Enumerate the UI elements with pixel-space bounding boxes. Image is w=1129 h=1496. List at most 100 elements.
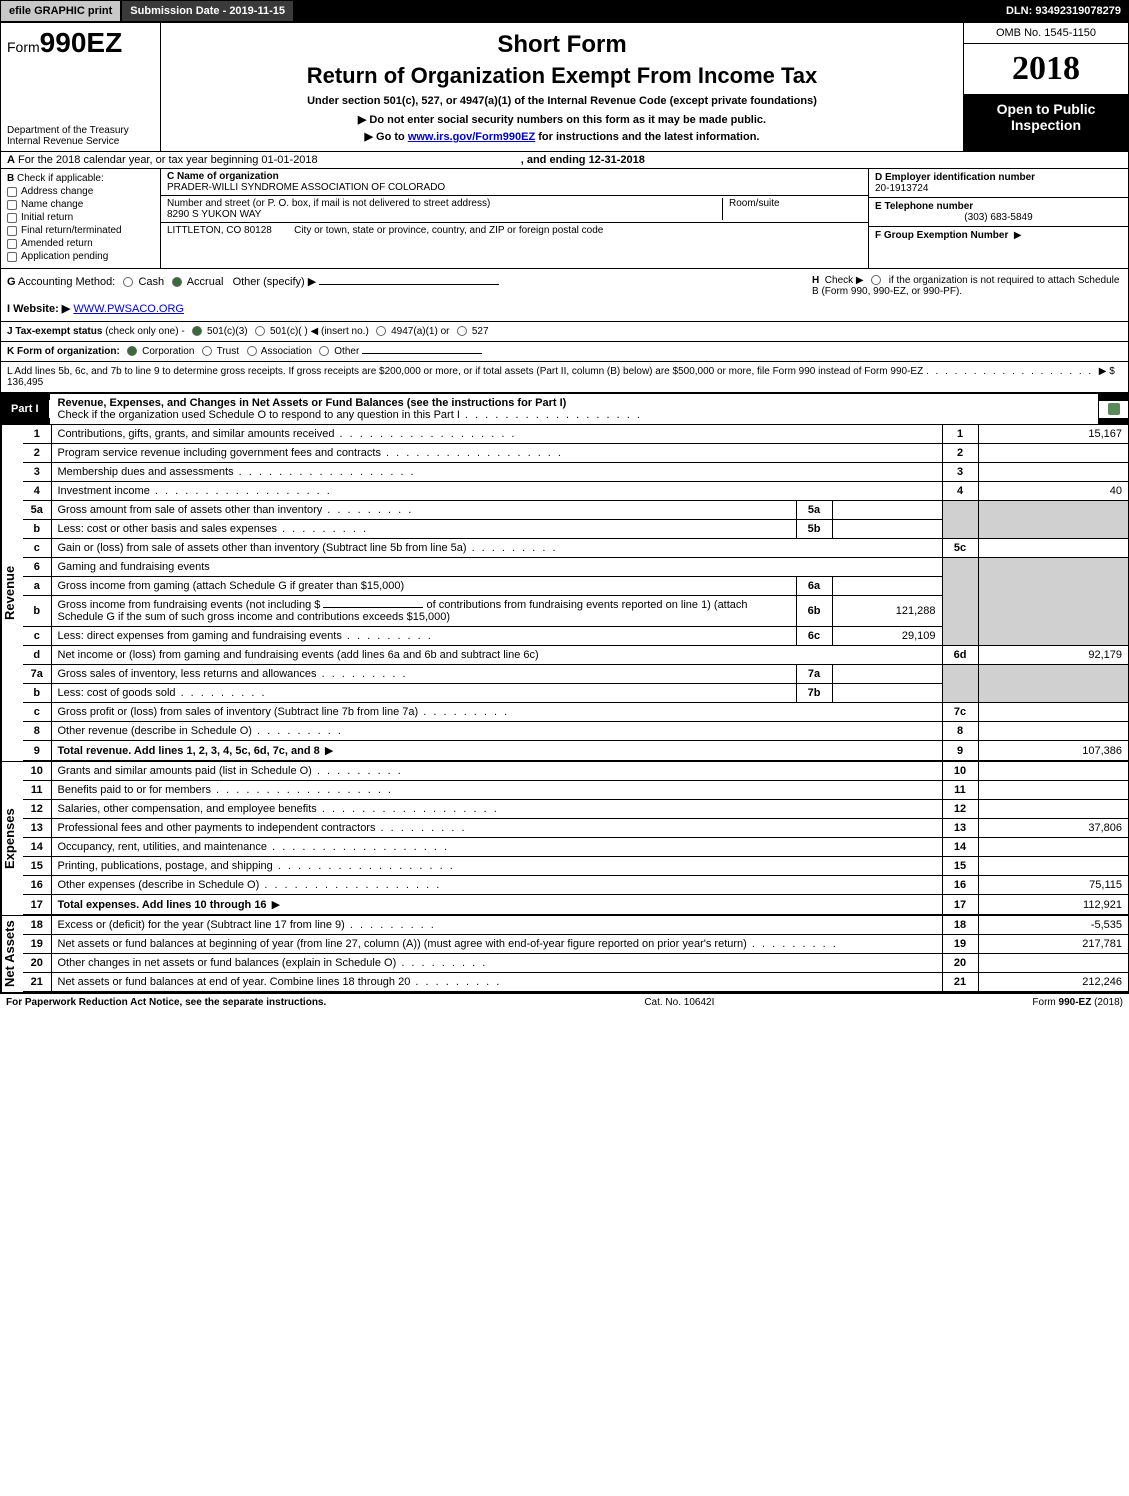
ld: Total expenses. Add lines 10 through 16 — [58, 899, 267, 911]
sv — [832, 665, 942, 684]
dots — [747, 938, 838, 950]
cell-ein: D Employer identification number 20-1913… — [869, 169, 1128, 198]
ein-value: 20-1913724 — [875, 183, 1122, 194]
short-form-title: Short Form — [169, 31, 955, 59]
radio-trust[interactable] — [202, 346, 212, 356]
amt: 107,386 — [978, 741, 1128, 761]
lnum: 19 — [942, 935, 978, 954]
form-frame: Form990EZ Department of the Treasury Int… — [0, 22, 1129, 993]
ld: Contributions, gifts, grants, and simila… — [58, 428, 335, 440]
chk-name-change[interactable]: Name change — [7, 199, 154, 210]
chk-address-change[interactable]: Address change — [7, 186, 154, 197]
opt-trust: Trust — [217, 346, 239, 357]
header-left: Form990EZ Department of the Treasury Int… — [1, 23, 161, 151]
row-a-ending: , and ending 12-31-2018 — [521, 154, 645, 166]
ld: Salaries, other compensation, and employ… — [58, 803, 317, 815]
amt: 75,115 — [978, 876, 1128, 895]
line-18: 18Excess or (deficit) for the year (Subt… — [23, 916, 1128, 935]
sn: 7b — [796, 684, 832, 703]
insert-no: ◀ (insert no.) — [311, 326, 369, 337]
lnum: 20 — [942, 954, 978, 973]
dots — [342, 630, 433, 642]
amt — [978, 444, 1128, 463]
opt-assoc: Association — [261, 346, 312, 357]
dots — [234, 466, 416, 478]
j-label: J Tax-exempt status — [7, 326, 102, 337]
radio-501c3[interactable] — [192, 326, 202, 336]
radio-4947[interactable] — [376, 326, 386, 336]
ln: 3 — [23, 463, 51, 482]
chk-final-return[interactable]: Final return/terminated — [7, 225, 154, 236]
ln: d — [23, 646, 51, 665]
row-l: L Add lines 5b, 6c, and 7b to line 9 to … — [1, 362, 1128, 393]
lnum: 18 — [942, 916, 978, 935]
ld: Program service revenue including govern… — [58, 447, 381, 459]
radio-other-org[interactable] — [319, 346, 329, 356]
cell-group-exemption: F Group Exemption Number ▶ — [869, 227, 1128, 268]
check-icon — [1108, 403, 1120, 415]
dots — [267, 841, 449, 853]
website-link[interactable]: WWW.PWSACO.ORG — [73, 303, 184, 315]
grey — [942, 665, 978, 703]
label-b: B — [7, 173, 14, 184]
amt — [978, 762, 1128, 781]
top-bar-left: efile GRAPHIC print Submission Date - 20… — [0, 0, 294, 22]
g-label: G — [7, 276, 16, 288]
sv: 121,288 — [832, 596, 942, 627]
dots — [273, 860, 455, 872]
ln: 16 — [23, 876, 51, 895]
h-label: H — [812, 275, 819, 286]
sv — [832, 577, 942, 596]
ld: Gain or (loss) from sale of assets other… — [58, 542, 467, 554]
instr-link[interactable]: www.irs.gov/Form990EZ — [408, 131, 535, 143]
line-6d: dNet income or (loss) from gaming and fu… — [23, 646, 1128, 665]
radio-527[interactable] — [457, 326, 467, 336]
checkbox-icon — [7, 252, 17, 262]
line-7c: cGross profit or (loss) from sales of in… — [23, 703, 1128, 722]
efile-print-button[interactable]: efile GRAPHIC print — [0, 0, 121, 22]
ln: b — [23, 684, 51, 703]
dots — [176, 687, 267, 699]
ln: 8 — [23, 722, 51, 741]
line-20: 20Other changes in net assets or fund ba… — [23, 954, 1128, 973]
part1-checkbox[interactable] — [1098, 400, 1128, 418]
ld: Net assets or fund balances at end of ye… — [58, 976, 411, 988]
ld1: Gross income from fundraising events (no… — [58, 599, 324, 611]
row-a: A For the 2018 calendar year, or tax yea… — [1, 152, 1128, 169]
chk-label: Address change — [21, 186, 93, 197]
ln: 21 — [23, 973, 51, 992]
row-g-right: H Check ▶ if the organization is not req… — [812, 275, 1122, 315]
lnum: 5c — [942, 539, 978, 558]
city-value: LITTLETON, CO 80128 — [167, 225, 272, 236]
ld: Occupancy, rent, utilities, and maintena… — [58, 841, 268, 853]
form-no-big: 990EZ — [40, 27, 123, 58]
chk-amended[interactable]: Amended return — [7, 238, 154, 249]
radio-corp[interactable] — [127, 346, 137, 356]
line-10: 10Grants and similar amounts paid (list … — [23, 762, 1128, 781]
ld: Gross income from gaming (attach Schedul… — [58, 580, 405, 592]
ln: a — [23, 577, 51, 596]
chk-label: Initial return — [21, 212, 73, 223]
accrual-label: Accrual — [187, 276, 224, 288]
expenses-table: 10Grants and similar amounts paid (list … — [23, 761, 1128, 915]
col-b-mid: C Name of organization PRADER-WILLI SYND… — [161, 169, 868, 268]
footer-left: For Paperwork Reduction Act Notice, see … — [6, 997, 326, 1008]
row-k: K Form of organization: Corporation Trus… — [1, 342, 1128, 362]
radio-assoc[interactable] — [247, 346, 257, 356]
radio-accrual[interactable] — [172, 277, 182, 287]
amt: 92,179 — [978, 646, 1128, 665]
row-j: J Tax-exempt status (check only one) - 5… — [1, 322, 1128, 342]
lnum: 14 — [942, 838, 978, 857]
ln: 6 — [23, 558, 51, 577]
chk-pending[interactable]: Application pending — [7, 251, 154, 262]
chk-initial-return[interactable]: Initial return — [7, 212, 154, 223]
ld: Grants and similar amounts paid (list in… — [58, 765, 312, 777]
amt: 15,167 — [978, 425, 1128, 444]
radio-501c[interactable] — [255, 326, 265, 336]
label-a: A — [7, 154, 15, 166]
form-header: Form990EZ Department of the Treasury Int… — [1, 23, 1128, 152]
radio-h[interactable] — [871, 275, 881, 285]
line-13: 13Professional fees and other payments t… — [23, 819, 1128, 838]
radio-cash[interactable] — [123, 277, 133, 287]
ln: c — [23, 627, 51, 646]
